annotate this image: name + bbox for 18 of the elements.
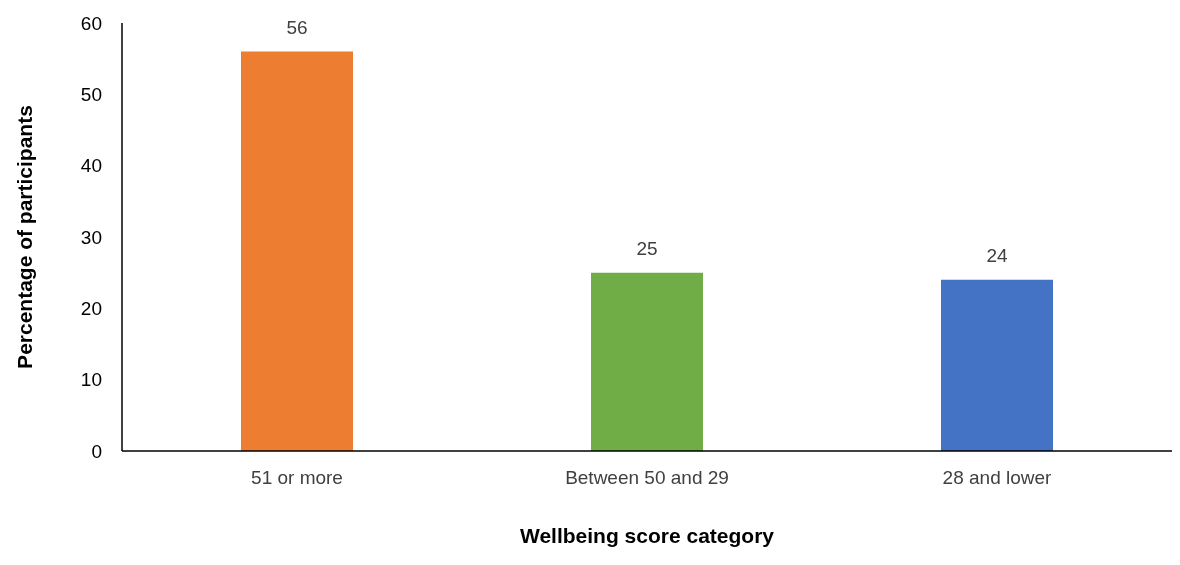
y-tick-label: 30 bbox=[80, 226, 102, 248]
y-tick-label: 10 bbox=[80, 369, 102, 391]
y-tick-label: 20 bbox=[80, 298, 102, 320]
y-tick-label: 60 bbox=[80, 12, 102, 34]
x-tick-label: 28 and lower bbox=[942, 467, 1053, 489]
bar bbox=[591, 272, 703, 451]
data-label: 24 bbox=[986, 244, 1008, 266]
x-tick-label: Between 50 and 29 bbox=[565, 467, 729, 489]
y-tick-label: 50 bbox=[80, 84, 102, 106]
bar bbox=[241, 51, 353, 451]
x-tick-label: 51 or more bbox=[251, 467, 343, 489]
data-label: 25 bbox=[636, 237, 658, 259]
y-tick-label: 40 bbox=[80, 155, 102, 177]
y-axis-title: Percentage of participants bbox=[12, 105, 36, 369]
y-tick-label: 0 bbox=[91, 440, 102, 462]
data-label: 56 bbox=[286, 16, 308, 38]
x-axis-title: Wellbeing score category bbox=[519, 524, 775, 547]
bar bbox=[941, 279, 1053, 451]
